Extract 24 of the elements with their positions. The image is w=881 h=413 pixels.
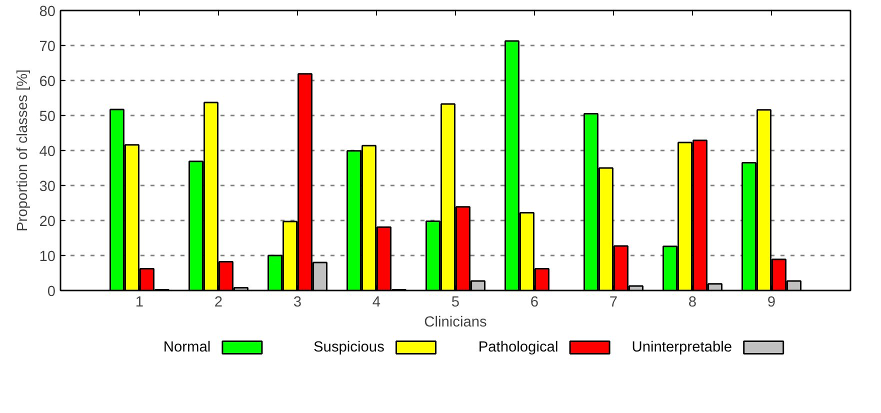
legend-label: Suspicious: [314, 340, 384, 356]
x-axis-title: Clinicians: [424, 314, 487, 330]
legend-label: Pathological: [478, 340, 558, 356]
x-tick-label: 7: [609, 294, 618, 310]
y-tick-label: 20: [39, 214, 56, 230]
legend-label: Normal: [163, 340, 211, 356]
x-tick-label: 1: [135, 294, 144, 310]
y-tick-label: 70: [39, 39, 56, 55]
x-tick-label: 6: [530, 294, 539, 310]
y-tick-label: 40: [39, 144, 56, 160]
y-tick-label: 30: [39, 179, 56, 195]
x-tick-label: 4: [372, 294, 381, 310]
y-tick-label: 60: [39, 74, 56, 90]
y-axis-title: Proportion of classes [%]: [15, 69, 32, 232]
y-tick-label: 80: [39, 4, 56, 20]
y-tick-label: 0: [47, 284, 56, 300]
x-tick-label: 3: [293, 294, 302, 310]
y-tick-label: 50: [39, 109, 56, 125]
x-tick-label: 2: [214, 294, 223, 310]
x-tick-label: 5: [451, 294, 460, 310]
x-tick-label: 8: [688, 294, 697, 310]
y-tick-label: 10: [39, 249, 56, 265]
legend-label: Uninterpretable: [632, 340, 732, 356]
x-tick-label: 9: [767, 294, 776, 310]
